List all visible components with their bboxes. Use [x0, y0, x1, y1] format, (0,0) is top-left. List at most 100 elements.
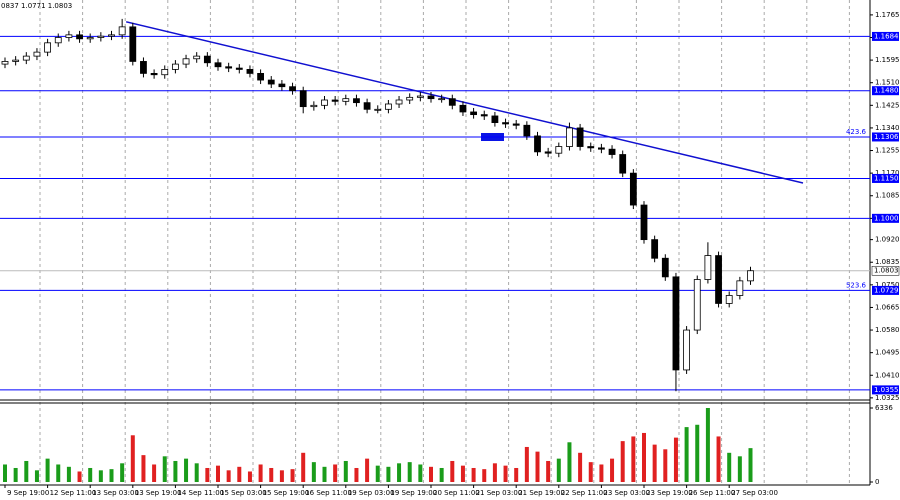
- y-tick-label: 1.1170: [875, 169, 900, 177]
- y-tick-label: 1.1255: [875, 147, 900, 155]
- volume-bar: [652, 444, 657, 482]
- candle-body: [384, 103, 392, 110]
- x-tick-label: 20 Sep 11:00: [433, 489, 480, 497]
- volume-bar: [301, 452, 306, 482]
- volume-bar: [152, 464, 157, 482]
- y-tick-label: 1.0835: [875, 258, 900, 266]
- x-tick-label: 23 Sep 03:00: [603, 489, 650, 497]
- candle-body: [534, 135, 541, 153]
- candle-body: [97, 35, 105, 38]
- candle-body: [587, 146, 595, 149]
- candle-body: [54, 37, 62, 44]
- candle-body: [502, 122, 509, 125]
- fib-label: 523.6: [846, 281, 867, 289]
- volume-bar: [450, 460, 455, 482]
- x-tick-label: 12 Sep 11:00: [50, 489, 97, 497]
- volume-bar: [237, 466, 242, 482]
- y-tick-label: 1.0325: [875, 394, 900, 402]
- candle-body: [76, 34, 83, 40]
- volume-bar: [535, 451, 540, 482]
- volume-bar: [226, 470, 231, 482]
- volume-bar: [567, 442, 572, 482]
- candle-body: [640, 204, 648, 241]
- candle-body: [459, 104, 467, 113]
- candle-body: [651, 239, 659, 259]
- candle-body: [214, 62, 222, 68]
- volume-bar: [397, 463, 402, 482]
- trend-line: [125, 21, 804, 184]
- y-tick-label: 1.1765: [875, 11, 900, 19]
- level-label-bg: [872, 86, 899, 96]
- volume-bar: [98, 470, 103, 482]
- candle-body: [235, 67, 243, 70]
- x-tick-label: 22 Sep 11:00: [561, 489, 608, 497]
- candle-body: [704, 255, 712, 280]
- candle-body: [65, 34, 73, 38]
- volume-bar: [88, 467, 93, 482]
- volume-bar: [418, 464, 423, 482]
- volume-bar: [173, 460, 178, 482]
- volume-bar: [620, 441, 625, 482]
- candle-body: [331, 99, 339, 102]
- volume-bar: [311, 462, 316, 482]
- candle-body: [193, 55, 201, 60]
- time-grid: [39, 0, 850, 485]
- candle-body: [1, 61, 9, 65]
- candle-body: [416, 95, 424, 98]
- y-tick-label: 1.0495: [875, 349, 900, 357]
- candle-body: [598, 147, 605, 150]
- candle-body: [182, 58, 190, 65]
- candle-body: [470, 111, 478, 116]
- x-tick-label: 16 Sep 11:00: [305, 489, 352, 497]
- candle-body: [672, 276, 680, 371]
- candle-body: [140, 61, 147, 74]
- volume-bar: [205, 467, 210, 482]
- candle-body: [438, 98, 446, 101]
- y-tick-label: 1.0920: [875, 236, 900, 244]
- y-tick-label: 1.0750: [875, 281, 900, 289]
- candle-body: [661, 257, 669, 278]
- level-label-bg: [872, 385, 899, 395]
- candle-body: [512, 123, 520, 126]
- candle-body: [171, 63, 179, 70]
- volume-bar: [375, 465, 380, 482]
- candle-body: [353, 98, 360, 104]
- candle-body: [150, 73, 158, 76]
- candle-body: [683, 329, 690, 371]
- volume-bar: [269, 467, 274, 482]
- candle-body: [33, 51, 41, 57]
- volume-bar: [482, 469, 487, 482]
- x-tick-label: 15 Sep 19:00: [263, 489, 310, 497]
- volume-bar: [514, 467, 519, 482]
- candle-body: [278, 83, 286, 88]
- candle-body: [225, 66, 233, 69]
- y-tick-label: 1.1595: [875, 56, 900, 64]
- candle-body: [203, 55, 211, 64]
- candle-body: [427, 95, 435, 100]
- level-label: 1.1684: [874, 32, 899, 40]
- volume-bar: [471, 467, 476, 482]
- volume-bar: [343, 460, 348, 482]
- level-label: 1.1150: [874, 174, 899, 182]
- candle-body: [299, 90, 307, 108]
- level-label-bg: [872, 213, 899, 223]
- volume-bar: [695, 424, 700, 482]
- volume-bar: [34, 470, 39, 482]
- candle-body: [86, 37, 94, 40]
- volume-bar: [386, 466, 391, 482]
- volume-bar: [66, 466, 71, 482]
- x-tick-label: 13 Sep 19:00: [135, 489, 182, 497]
- x-tick-label: 9 Sep 19:00: [7, 489, 49, 497]
- volume-bar: [439, 467, 444, 482]
- level-label: 1.1000: [874, 214, 899, 222]
- candle-body: [566, 127, 573, 147]
- volume-bar: [599, 464, 604, 482]
- volume-bar: [13, 467, 18, 482]
- candle-body: [619, 154, 627, 174]
- candle-body: [523, 124, 531, 137]
- volume-bar: [56, 464, 61, 482]
- candle-body: [310, 104, 318, 108]
- volume-bar: [24, 460, 29, 482]
- volume-bar: [578, 452, 583, 482]
